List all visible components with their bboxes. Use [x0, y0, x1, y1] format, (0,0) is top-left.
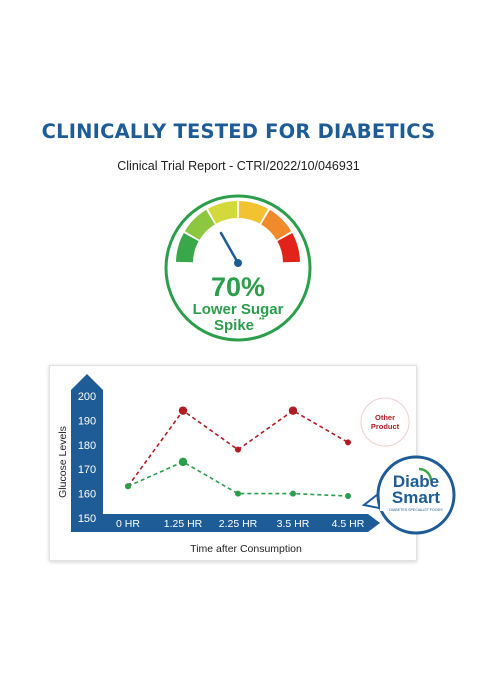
data-point	[235, 490, 241, 497]
y-tick-label: 160	[78, 489, 96, 501]
gauge-segment	[261, 209, 292, 240]
series-line	[127, 460, 349, 497]
x-tick-label: 3.5 HR	[277, 518, 310, 530]
x-axis-label: Time after Consumption	[190, 543, 302, 555]
y-axis-label: Glucose Levels	[57, 426, 69, 498]
glucose-chart-card: Glucose Levels Time after Consumption 20…	[49, 365, 417, 561]
gauge-segment	[277, 232, 300, 263]
y-tick-label: 150	[78, 513, 96, 525]
badge-line-1: Lower Sugar	[193, 301, 284, 318]
x-tick-label: 4.5 HR	[332, 518, 365, 530]
x-tick-labels: 0 HR 1.25 HR 2.25 HR 3.5 HR 4.5 HR	[116, 518, 365, 530]
y-tick-labels: 200 190 180 170 160 150	[78, 391, 96, 525]
badge-footnote-mark: **	[259, 317, 265, 324]
logo-word-top: Diabe	[393, 472, 439, 491]
logo-mask	[380, 499, 388, 511]
gauge-segment	[176, 232, 199, 263]
data-point	[345, 439, 351, 446]
badge-percent: 70%	[211, 272, 265, 302]
y-tick-label: 200	[78, 391, 96, 403]
x-tick-label: 2.25 HR	[219, 518, 258, 530]
lower-sugar-spike-badge: 70% Lower Sugar Spike **	[164, 194, 312, 342]
data-point	[235, 446, 241, 453]
diabesmart-legend: Diabe Smart DIABETES SPECIALIST FOODS	[362, 455, 456, 535]
series-lines	[127, 409, 349, 497]
legend-other-product	[360, 397, 410, 447]
legend-other-line-1: Other	[375, 413, 395, 422]
logo-tagline: DIABETES SPECIALIST FOODS	[389, 508, 443, 512]
data-point	[125, 483, 131, 490]
series-points	[125, 406, 351, 500]
data-point	[345, 493, 351, 500]
y-tick-label: 190	[78, 415, 96, 427]
data-point	[178, 406, 188, 415]
y-tick-label: 170	[78, 464, 96, 476]
page-subtitle: Clinical Trial Report - CTRI/2022/10/046…	[117, 159, 360, 173]
badge-line-2: Spike	[214, 317, 254, 334]
data-point	[178, 457, 188, 467]
gauge-segment	[207, 201, 238, 224]
y-tick-label: 180	[78, 440, 96, 452]
page-title: CLINICALLY TESTED FOR DIABETICS	[41, 120, 436, 143]
logo-leaf-icon	[418, 467, 433, 482]
gauge-segment	[184, 209, 215, 240]
gauge-needle-icon	[219, 231, 240, 265]
legend-other-line-2: Product	[371, 422, 400, 431]
data-point	[290, 490, 296, 497]
y-axis-bar	[71, 374, 103, 526]
x-axis-bar	[71, 514, 380, 532]
gauge-segment	[238, 201, 269, 224]
data-point	[288, 406, 298, 415]
logo-ring	[376, 455, 456, 535]
x-tick-label: 1.25 HR	[164, 518, 203, 530]
logo-word-bottom: Smart	[392, 488, 441, 507]
glucose-chart: Glucose Levels Time after Consumption 20…	[57, 374, 410, 555]
gauge-meter	[176, 201, 300, 263]
x-tick-label: 0 HR	[116, 518, 140, 530]
